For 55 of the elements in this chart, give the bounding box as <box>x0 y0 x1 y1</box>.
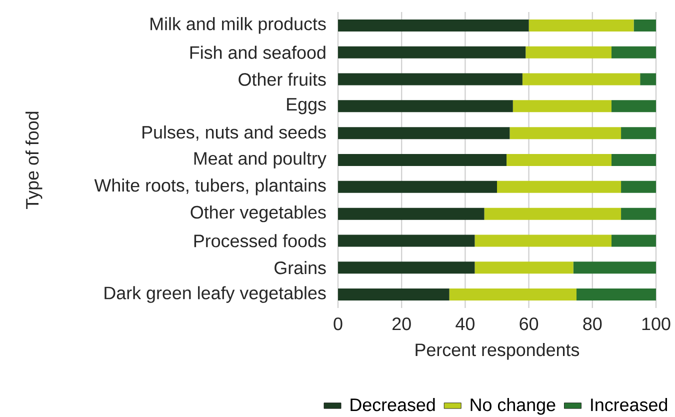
y-tick-label: Grains <box>274 261 326 274</box>
bar <box>338 262 475 274</box>
y-tick-label: Dark green leafy vegetables <box>104 286 326 303</box>
bar <box>528 19 634 32</box>
bar <box>611 46 656 58</box>
y-tick-label: White roots, tubers, plantains <box>94 178 326 196</box>
legend-label: Increased <box>591 398 668 412</box>
bar <box>621 208 656 220</box>
legend-label: No change <box>470 398 556 415</box>
y-tick-label: Other fruits <box>238 72 326 86</box>
x-axis-title: Percent respondents <box>416 343 580 360</box>
bar <box>338 208 484 220</box>
bar <box>484 208 622 220</box>
y-tick-label: Eggs <box>287 98 326 114</box>
bar <box>611 154 656 166</box>
bar <box>526 46 612 58</box>
y-axis-title: Type of food <box>26 112 42 209</box>
y-tick-label: Fish and seafood <box>190 46 326 59</box>
y-tick-label: Pulses, nuts and seeds <box>142 125 326 141</box>
bar <box>506 154 612 166</box>
bar <box>640 73 656 86</box>
x-tick-label: 0 <box>334 318 342 330</box>
bar <box>611 100 656 112</box>
x-tick-label: 40 <box>456 318 474 330</box>
bar <box>338 180 498 193</box>
bar <box>634 19 656 32</box>
bar <box>576 288 656 301</box>
y-tick-label: Other vegetables <box>190 205 326 222</box>
x-tick-label: 80 <box>583 318 602 330</box>
bar <box>338 234 475 247</box>
bar <box>512 100 612 112</box>
bar <box>621 180 656 193</box>
bar <box>621 127 656 140</box>
bar <box>338 100 513 112</box>
bar <box>338 288 450 301</box>
bar <box>338 73 522 86</box>
bar <box>510 127 622 140</box>
bar <box>338 127 510 140</box>
bar <box>611 234 656 247</box>
y-tick-label: Processed foods <box>194 234 326 248</box>
bar <box>522 73 640 86</box>
bar <box>497 180 622 193</box>
y-tick-label: Meat and poultry <box>194 152 326 168</box>
bar <box>338 154 507 166</box>
bar <box>338 46 526 58</box>
y-tick-label: Milk and milk products <box>150 17 326 34</box>
x-tick-label: 100 <box>642 318 670 330</box>
bar <box>573 262 656 274</box>
bar <box>338 19 529 32</box>
bar <box>474 234 612 247</box>
legend-label: Decreased <box>350 398 435 412</box>
bar <box>449 288 577 301</box>
bar <box>474 262 574 274</box>
x-tick-label: 20 <box>392 318 411 330</box>
x-tick-label: 60 <box>520 318 538 330</box>
